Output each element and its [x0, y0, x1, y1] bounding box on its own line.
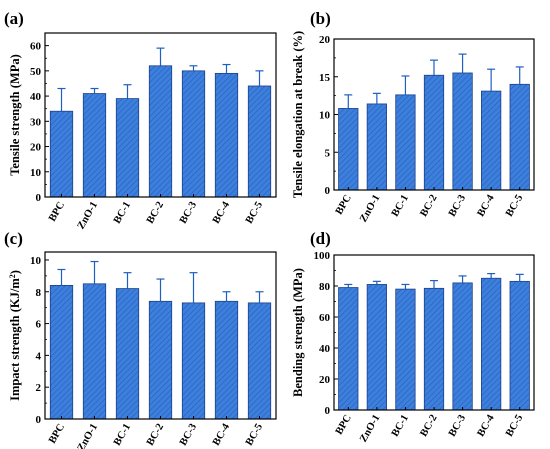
x-tick-label: BC-3	[178, 200, 199, 226]
bar	[181, 70, 206, 198]
y-tick-label: 20	[319, 34, 331, 46]
y-tick-label: 100	[314, 250, 331, 262]
x-tick-label: BC-4	[476, 192, 498, 218]
y-tick-label: 10	[319, 110, 331, 122]
x-tick-label: BC-3	[447, 413, 468, 439]
bar	[395, 288, 416, 411]
bar	[481, 90, 502, 191]
bar	[247, 302, 272, 420]
bar	[148, 300, 173, 420]
y-tick-label: 0	[36, 414, 42, 426]
x-tick-label: BC-2	[145, 200, 166, 226]
panel-label: (c)	[4, 229, 23, 248]
x-tick-label: BPC	[47, 200, 67, 224]
y-axis-label-end: )	[8, 270, 22, 274]
chart-panel: (d) BPC ZnO-1 BC-1 BC-2 BC-3 BC-4 BC-5 0 20 40 60 80…	[291, 229, 535, 444]
y-axis-label: Tensile strength (MPa)	[8, 54, 22, 176]
y-tick-label: 30	[30, 116, 42, 128]
y-tick-label: 0	[325, 185, 331, 197]
bar	[181, 302, 206, 420]
y-tick-label: 10	[30, 255, 42, 267]
y-tick-label: 50	[30, 66, 42, 78]
x-tick-label: ZnO-1	[76, 422, 100, 449]
bar	[82, 93, 107, 198]
y-tick-label: 40	[319, 343, 331, 355]
x-tick-label: BC-4	[476, 412, 498, 438]
y-tick-label: 10	[30, 167, 42, 179]
y-axis-label: Bending strength (MPa)	[291, 268, 305, 397]
x-tick-label: BC-4	[211, 421, 233, 447]
x-tick-label: ZnO-1	[358, 413, 382, 444]
x-tick-label: ZnO-1	[358, 193, 382, 224]
y-tick-label: 2	[36, 382, 42, 394]
bar	[366, 103, 387, 191]
y-tick-label: 0	[36, 192, 42, 204]
y-axis-label: Tensile elongation at break (%)	[291, 31, 305, 198]
x-tick-label: BC-5	[244, 200, 265, 226]
x-tick-label: BC-1	[390, 193, 411, 219]
bar	[49, 284, 74, 420]
y-tick-label: 5	[325, 147, 331, 159]
bar	[338, 287, 359, 411]
y-tick-label: 20	[319, 374, 331, 386]
bar	[423, 287, 445, 411]
x-tick-label: BC-5	[504, 413, 525, 439]
bar	[452, 282, 473, 411]
bar	[509, 280, 530, 411]
y-tick-label: 0	[325, 405, 331, 417]
x-tick-label: BPC	[334, 413, 354, 437]
bar	[115, 288, 140, 420]
y-tick-label: 6	[36, 319, 42, 331]
x-tick-label: BC-5	[504, 193, 525, 219]
y-tick-label: 60	[319, 312, 331, 324]
panel-label: (d)	[310, 229, 331, 248]
x-tick-label: BC-3	[178, 422, 199, 448]
x-tick-label: BC-1	[112, 422, 133, 448]
chart-panel: (a) BPC ZnO-1 BC-1 BC-2 BC-3 BC-4 BC-5 0 10 20 30 40…	[4, 9, 277, 231]
y-axis-label: Impact strength (KJ/m2)	[8, 270, 23, 401]
x-tick-label: BC-1	[390, 413, 411, 439]
bar	[395, 94, 416, 191]
bar	[49, 110, 74, 198]
y-tick-label: 80	[319, 281, 331, 293]
x-tick-label: BPC	[334, 193, 354, 217]
bar	[423, 74, 445, 191]
x-tick-label: BC-4	[211, 199, 233, 225]
x-tick-label: BC-2	[418, 193, 439, 219]
bar	[247, 85, 272, 198]
bar	[338, 108, 359, 191]
y-tick-label: 4	[36, 350, 42, 362]
bar	[509, 83, 530, 191]
x-tick-label: BC-1	[112, 200, 133, 226]
bar	[115, 98, 140, 198]
x-tick-label: BC-3	[447, 193, 468, 219]
y-tick-label: 15	[319, 72, 331, 84]
y-tick-label: 40	[30, 91, 42, 103]
plot-frame	[44, 251, 277, 420]
bar	[366, 284, 387, 411]
bar	[214, 72, 239, 198]
x-tick-label: BC-2	[418, 413, 439, 439]
x-tick-label: BC-5	[244, 422, 265, 448]
x-tick-label: BPC	[47, 422, 67, 446]
chart-panel: (b) BPC ZnO-1 BC-1 BC-2 BC-3 BC-4 BC-5 0 5 10 15 20 T…	[291, 9, 535, 224]
bar	[214, 300, 239, 420]
bar	[481, 277, 502, 411]
y-tick-label: 60	[30, 41, 42, 53]
bar	[148, 65, 173, 198]
bar	[82, 283, 107, 420]
y-tick-label: 8	[36, 287, 42, 299]
x-tick-label: ZnO-1	[76, 200, 100, 231]
y-tick-label: 20	[30, 142, 42, 154]
plot-frame	[44, 32, 277, 198]
chart-panel: (c) BPC ZnO-1 BC-1 BC-2 BC-3 BC-4 BC-5 0 2 4 6 8 10 Im…	[4, 229, 277, 449]
x-tick-label: BC-2	[145, 422, 166, 448]
y-axis-label-superscript: 2	[8, 274, 17, 278]
panel-label: (b)	[310, 9, 331, 28]
panel-label: (a)	[4, 9, 24, 28]
bar	[452, 72, 473, 191]
